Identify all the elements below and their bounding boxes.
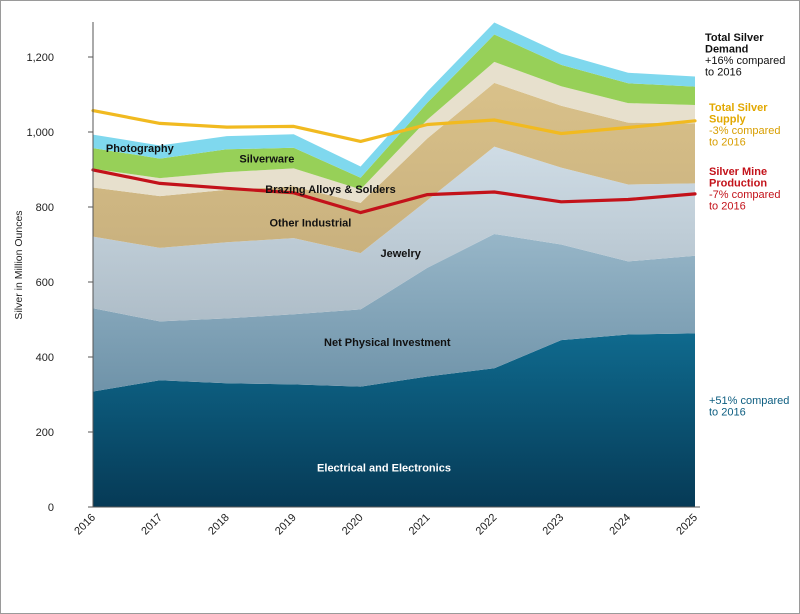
x-tick-label: 2019 (273, 512, 299, 538)
series-label-photography: Photography (106, 143, 175, 155)
x-tick-label: 2021 (407, 512, 433, 538)
y-tick-label: 1,200 (26, 52, 54, 64)
annotation-heading: Silver Mine (709, 166, 767, 178)
y-tick-label: 200 (36, 427, 54, 439)
area-other-industrial (93, 82, 695, 254)
y-tick-label: 600 (36, 277, 54, 289)
x-tick-label: 2024 (607, 512, 633, 538)
x-tick-label: 2025 (674, 512, 700, 538)
annotation-heading: Total Silver (705, 32, 764, 44)
y-tick-label: 800 (36, 202, 54, 214)
y-tick-label: 400 (36, 352, 54, 364)
y-tick-label: 1,000 (26, 127, 54, 139)
line-series-group (91, 108, 697, 215)
x-tick-label: 2022 (474, 512, 500, 538)
y-tick-label: 0 (48, 502, 54, 514)
line-silver-mine-production (91, 168, 697, 215)
area-net-physical-investment (93, 234, 695, 392)
annotation-text: to 2016 (709, 201, 746, 213)
area-photography (93, 22, 695, 178)
x-tick-label: 2023 (541, 512, 567, 538)
annotation-text: +51% compared (709, 395, 789, 407)
area-silverware (93, 34, 695, 190)
series-labels-group: Electrical and Electronics Net Physical I… (106, 143, 451, 474)
series-label-jewelry: Jewelry (381, 248, 422, 260)
annotation-heading: Production (709, 178, 767, 190)
x-tick-label: 2016 (72, 512, 98, 538)
area-series-group (93, 22, 695, 507)
series-label-silverware: Silverware (239, 154, 294, 166)
x-tick-label: 2017 (139, 512, 165, 538)
series-label-other-industrial: Other Industrial (269, 217, 351, 229)
area-brazing-alloys-and-solders (93, 61, 695, 203)
annotation-heading: Supply (709, 114, 747, 126)
y-axis-title: Silver in Million Ounces (13, 210, 25, 319)
series-label-electrical-and-electronics: Electrical and Electronics (317, 462, 451, 474)
annotation-heading: Demand (705, 44, 748, 56)
annotation-heading: Total Silver (709, 102, 768, 114)
series-label-net-physical-investment: Net Physical Investment (324, 337, 451, 349)
annotation-text: to 2016 (709, 407, 746, 419)
annotation-text: -3% compared (709, 125, 781, 137)
x-tick-label: 2018 (206, 512, 232, 538)
x-tick-label: 2020 (340, 512, 366, 538)
series-label-brazing-alloys-and-solders: Brazing Alloys & Solders (265, 184, 395, 196)
line-total-silver-supply (91, 108, 697, 143)
area-electrical-and-electronics (93, 333, 695, 507)
annotation-text: -7% compared (709, 189, 781, 201)
annotation-text: +16% compared (705, 55, 785, 67)
annotation-text: to 2016 (709, 137, 746, 149)
annotation-text: to 2016 (705, 67, 742, 79)
area-jewelry (93, 146, 695, 322)
